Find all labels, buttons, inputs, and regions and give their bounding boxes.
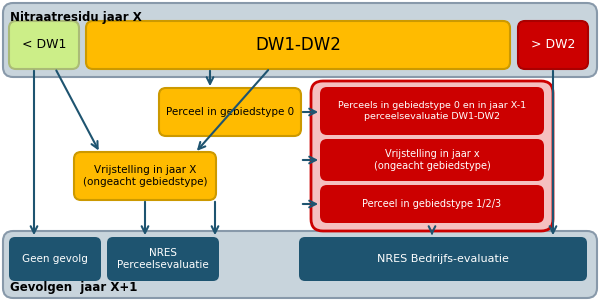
FancyBboxPatch shape	[299, 237, 587, 281]
Text: Vrijstelling in jaar X
(ongeacht gebiedstype): Vrijstelling in jaar X (ongeacht gebieds…	[83, 165, 207, 187]
FancyBboxPatch shape	[3, 231, 597, 298]
FancyBboxPatch shape	[3, 3, 597, 77]
FancyBboxPatch shape	[320, 87, 544, 135]
Text: Geen gevolg: Geen gevolg	[22, 254, 88, 264]
FancyBboxPatch shape	[320, 139, 544, 181]
Text: NRES Bedrijfs-evaluatie: NRES Bedrijfs-evaluatie	[377, 254, 509, 264]
Text: Vrijstelling in jaar x
(ongeacht gebiedstype): Vrijstelling in jaar x (ongeacht gebieds…	[374, 149, 490, 171]
FancyBboxPatch shape	[159, 88, 301, 136]
FancyBboxPatch shape	[86, 21, 510, 69]
Text: Nitraatresidu jaar X: Nitraatresidu jaar X	[10, 11, 142, 23]
Text: NRES
Perceelsevaluatie: NRES Perceelsevaluatie	[117, 248, 209, 270]
FancyBboxPatch shape	[107, 237, 219, 281]
Text: Perceel in gebiedstype 1/2/3: Perceel in gebiedstype 1/2/3	[362, 199, 502, 209]
FancyBboxPatch shape	[74, 152, 216, 200]
Text: > DW2: > DW2	[531, 39, 575, 51]
FancyBboxPatch shape	[311, 81, 553, 231]
FancyBboxPatch shape	[320, 185, 544, 223]
Text: Perceels in gebiedstype 0 en in jaar X-1
perceelsevaluatie DW1-DW2: Perceels in gebiedstype 0 en in jaar X-1…	[338, 101, 526, 121]
Text: Perceel in gebiedstype 0: Perceel in gebiedstype 0	[166, 107, 294, 117]
FancyBboxPatch shape	[9, 237, 101, 281]
FancyBboxPatch shape	[518, 21, 588, 69]
Text: < DW1: < DW1	[22, 39, 66, 51]
Text: Gevolgen  jaar X+1: Gevolgen jaar X+1	[10, 281, 137, 293]
FancyBboxPatch shape	[9, 21, 79, 69]
Text: DW1-DW2: DW1-DW2	[255, 36, 341, 54]
